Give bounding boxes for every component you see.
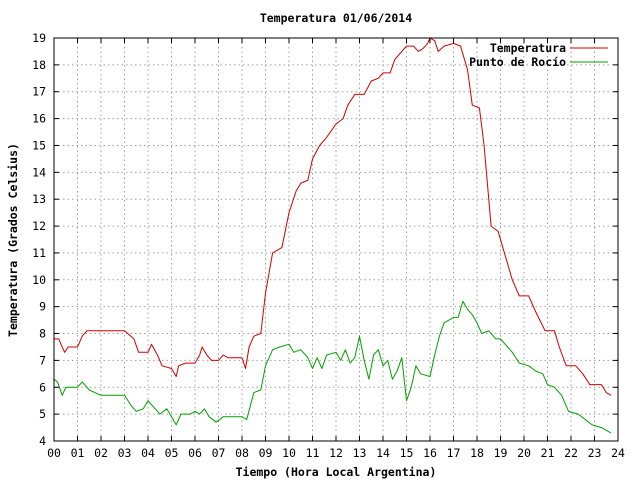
- series-layer: [53, 37, 612, 434]
- y-tick-label: 17: [32, 85, 46, 99]
- y-tick-label: 4: [39, 434, 46, 448]
- x-tick-label: 19: [494, 446, 508, 460]
- y-tick-label: 13: [32, 192, 46, 206]
- y-tick-label: 16: [32, 112, 46, 126]
- series-line-punto-de-rocio: [53, 300, 612, 434]
- x-tick-label: 24: [611, 446, 625, 460]
- ticks: [53, 37, 619, 442]
- legend-label-temperatura: Temperatura: [490, 41, 566, 55]
- x-tick-label: 08: [235, 446, 249, 460]
- y-tick-label: 14: [32, 165, 46, 179]
- x-tick-label: 00: [47, 446, 61, 460]
- y-tick-label: 11: [32, 246, 46, 260]
- x-tick-labels: 00 01 02 03 04 05 06 07 08 09 10 11 12 13 14 15 16 17 18 19…: [47, 446, 625, 460]
- legend-label-punto-de-rocio: Punto de Rocío: [469, 55, 566, 69]
- chart-title: Temperatura 01/06/2014: [260, 11, 412, 25]
- y-tick-label: 5: [39, 407, 46, 421]
- x-tick-label: 10: [282, 446, 296, 460]
- x-tick-label: 04: [141, 446, 155, 460]
- grid: [54, 38, 618, 441]
- x-tick-label: 22: [564, 446, 578, 460]
- y-tick-label: 19: [32, 31, 46, 45]
- y-tick-label: 6: [39, 380, 46, 394]
- y-tick-label: 8: [39, 327, 46, 341]
- legend: Temperatura Punto de Rocío: [469, 41, 608, 69]
- x-tick-label: 06: [188, 446, 202, 460]
- y-tick-label: 12: [32, 219, 46, 233]
- x-tick-label: 13: [353, 446, 367, 460]
- x-tick-label: 21: [541, 446, 555, 460]
- x-tick-label: 05: [165, 446, 179, 460]
- x-tick-label: 16: [423, 446, 437, 460]
- x-tick-label: 03: [118, 446, 132, 460]
- y-axis-label: Temperatura (Grados Celsius): [6, 143, 20, 337]
- x-tick-label: 11: [306, 446, 320, 460]
- y-tick-label: 9: [39, 300, 46, 314]
- x-tick-label: 01: [71, 446, 85, 460]
- y-tick-label: 18: [32, 58, 46, 72]
- y-tick-label: 15: [32, 138, 46, 152]
- y-tick-label: 10: [32, 273, 46, 287]
- x-tick-label: 15: [400, 446, 414, 460]
- y-tick-labels: 4 5 6 7 8 9 10 11 12 13 14 15 16 17 18 19: [32, 31, 46, 448]
- series-line-temperatura: [54, 37, 612, 396]
- x-tick-label: 07: [212, 446, 226, 460]
- y-tick-label: 7: [39, 353, 46, 367]
- x-axis-label: Tiempo (Hora Local Argentina): [236, 465, 437, 479]
- x-tick-label: 23: [588, 446, 602, 460]
- x-tick-label: 12: [329, 446, 343, 460]
- x-tick-label: 20: [517, 446, 531, 460]
- x-tick-label: 18: [470, 446, 484, 460]
- x-tick-label: 17: [447, 446, 461, 460]
- x-tick-label: 14: [376, 446, 390, 460]
- x-tick-label: 02: [94, 446, 108, 460]
- x-tick-label: 09: [259, 446, 273, 460]
